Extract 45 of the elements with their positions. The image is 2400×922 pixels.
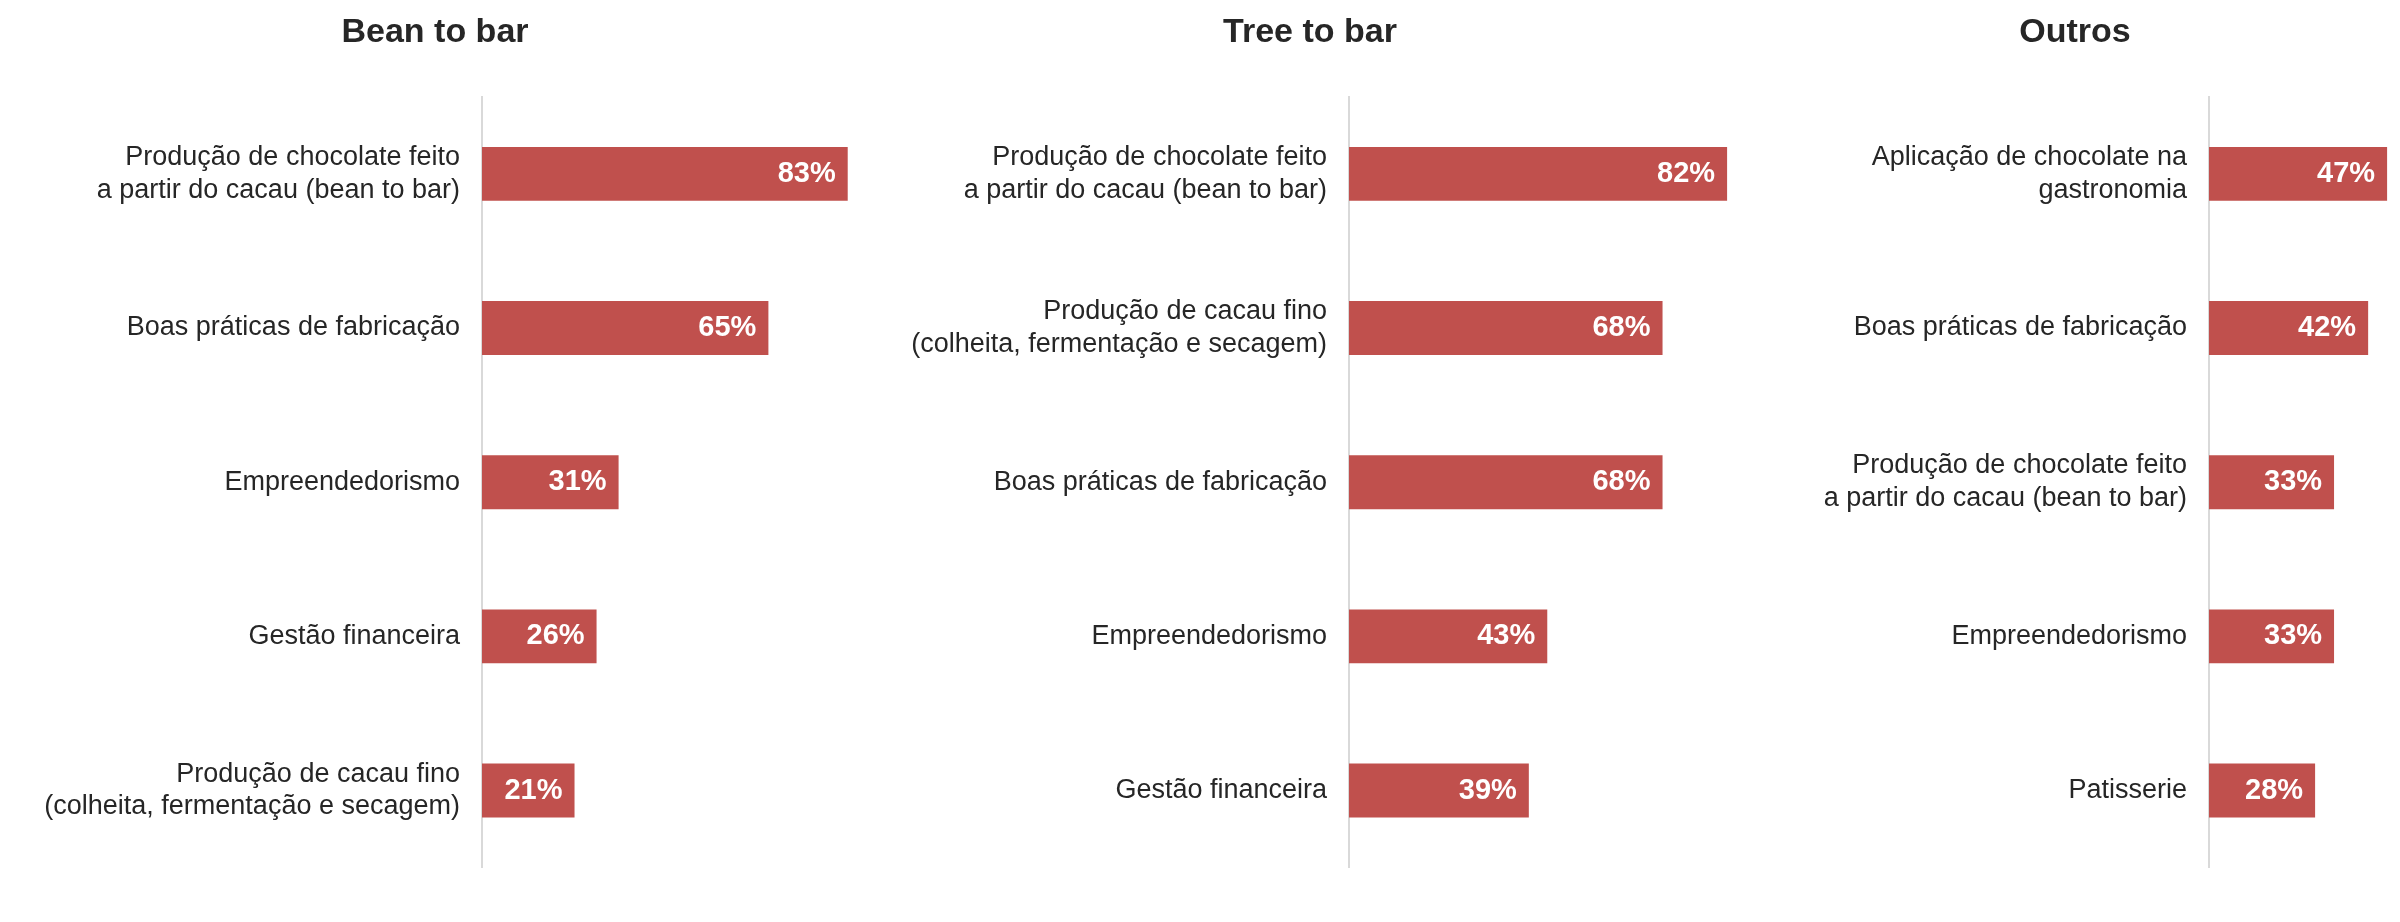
chart-title: Bean to bar (341, 10, 529, 49)
bar (1349, 146, 1728, 201)
y-tick-label: Gestão financeira (1115, 773, 1328, 804)
bar (2209, 146, 2388, 201)
data-label: 33% (2264, 618, 2323, 651)
data-label: 68% (1592, 464, 1651, 497)
y-tick-label: Produção de chocolate feito a partir do cacau (bean to bar) (1823, 449, 2187, 512)
y-tick-label: Aplicação de chocolate na gastronomia (1871, 141, 2188, 204)
data-label: 83% (777, 155, 836, 188)
data-label: 65% (698, 310, 757, 343)
data-label: 39% (1458, 772, 1518, 805)
y-tick-label: Boas práticas de fabricação (1853, 311, 2187, 342)
data-label: 82% (1657, 155, 1716, 188)
data-label: 21% (504, 772, 563, 805)
y-tick-label: Produção de chocolate feito a partir do cacau (bean to bar) (963, 141, 1327, 204)
bar (1349, 763, 1529, 818)
y-tick-label: Patisserie (2068, 773, 2187, 804)
bar (1349, 455, 1663, 510)
chart-title: Tree to bar (1223, 10, 1397, 49)
data-label: 68% (1592, 310, 1651, 343)
y-tick-label: Produção de chocolate feito a partir do cacau (bean to bar) (96, 141, 460, 204)
y-tick-label: Produção de cacau fino (colheita, fermentação e secagem) (44, 757, 460, 821)
bar (482, 301, 769, 356)
bar (2209, 609, 2335, 664)
data-label: 47% (2317, 155, 2376, 188)
y-tick-label: Empreendedorismo (1091, 619, 1327, 650)
y-tick-label: Produção de cacau fino (colheita, fermentação e secagem) (911, 295, 1327, 358)
bar (1349, 609, 1548, 664)
bar (482, 146, 848, 201)
data-label: 26% (526, 618, 585, 651)
data-label: 31% (548, 464, 607, 497)
y-tick-label: Gestão financeira (248, 619, 461, 650)
bar (1349, 301, 1663, 356)
y-tick-label: Boas práticas de fabricação (126, 311, 460, 342)
bar (2209, 301, 2369, 356)
data-label: 43% (1477, 618, 1536, 651)
y-tick-label: Boas práticas de fabricação (993, 465, 1327, 496)
bar (482, 455, 619, 510)
chart-title: Outros (2019, 10, 2131, 49)
data-label: 28% (2245, 772, 2304, 805)
y-tick-label: Empreendedorismo (224, 465, 460, 496)
y-tick-label: Empreendedorismo (1951, 619, 2187, 650)
data-label: 42% (2298, 310, 2357, 343)
bar (2209, 455, 2335, 510)
data-label: 33% (2264, 464, 2323, 497)
